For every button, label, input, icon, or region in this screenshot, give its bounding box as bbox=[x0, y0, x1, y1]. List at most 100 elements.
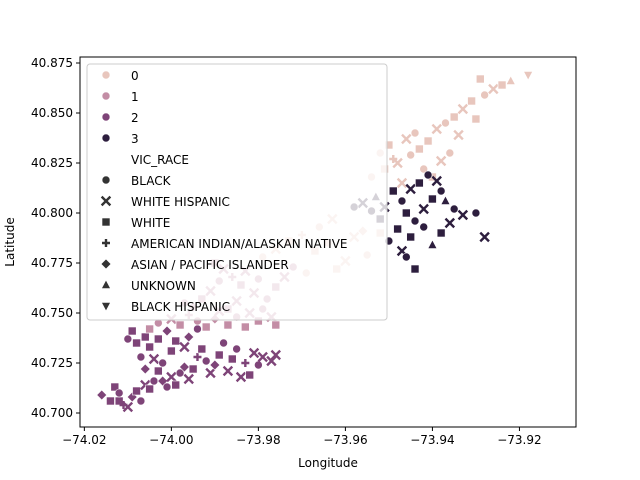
data-point bbox=[480, 90, 489, 100]
y-tick-label: 40.800 bbox=[31, 206, 73, 220]
legend-hue-label: 0 bbox=[131, 69, 139, 83]
data-point bbox=[523, 71, 534, 81]
legend-style-label: WHITE HISPANIC bbox=[131, 195, 230, 209]
legend-style-label: BLACK bbox=[131, 174, 172, 188]
data-point bbox=[127, 326, 137, 336]
data-point bbox=[96, 389, 108, 401]
data-point bbox=[388, 186, 398, 196]
data-point bbox=[161, 325, 173, 337]
data-point bbox=[415, 178, 424, 188]
data-point bbox=[241, 359, 250, 367]
data-point bbox=[479, 231, 490, 243]
data-point bbox=[223, 320, 233, 330]
data-point bbox=[410, 128, 420, 138]
data-point bbox=[162, 382, 172, 392]
legend-hue-marker bbox=[101, 133, 111, 143]
data-point bbox=[227, 354, 237, 364]
y-tick-label: 40.775 bbox=[31, 256, 73, 270]
data-point bbox=[257, 351, 268, 363]
y-axis: 40.700 40.725 40.750 40.775 40.800 40.825 40.8… bbox=[31, 56, 80, 420]
data-point bbox=[201, 356, 211, 366]
data-point bbox=[497, 80, 507, 90]
data-point bbox=[193, 353, 202, 361]
legend-style-label: ASIAN / PACIFIC ISLANDER bbox=[131, 258, 289, 272]
data-point bbox=[445, 148, 455, 158]
data-point bbox=[232, 344, 241, 354]
data-point bbox=[209, 359, 221, 371]
data-point bbox=[441, 118, 450, 128]
data-point bbox=[205, 367, 216, 379]
data-point bbox=[457, 103, 469, 115]
legend-hue-label: 3 bbox=[131, 132, 139, 146]
data-point bbox=[136, 352, 146, 362]
y-tick-label: 40.725 bbox=[31, 356, 73, 370]
legend-style-label: WHITE bbox=[131, 216, 170, 230]
data-point bbox=[245, 370, 254, 380]
legend-hue-marker bbox=[101, 70, 111, 80]
y-tick-label: 40.700 bbox=[31, 406, 73, 420]
data-point bbox=[410, 264, 420, 274]
plot-frame bbox=[79, 56, 577, 428]
data-point bbox=[214, 350, 224, 360]
data-point bbox=[471, 208, 481, 218]
data-point bbox=[427, 239, 438, 249]
data-point bbox=[254, 360, 263, 370]
data-point bbox=[175, 368, 185, 378]
data-point bbox=[145, 342, 154, 352]
data-point bbox=[132, 386, 141, 396]
data-point bbox=[467, 96, 476, 106]
data-point bbox=[435, 155, 447, 167]
y-tick-label: 40.825 bbox=[31, 156, 73, 170]
data-point bbox=[271, 320, 281, 330]
data-point bbox=[406, 232, 415, 242]
data-point bbox=[158, 358, 167, 368]
legend: 0 1 2 3 VIC_RACE BLACK WHITE HISPANIC WHITE AMER… bbox=[86, 63, 388, 321]
data-point bbox=[136, 396, 146, 406]
data-point bbox=[410, 216, 420, 226]
data-point bbox=[241, 322, 250, 332]
data-point bbox=[402, 252, 411, 262]
legend-hue-marker bbox=[101, 91, 111, 101]
data-point bbox=[449, 204, 459, 214]
legend-style-marker bbox=[101, 217, 111, 227]
data-point bbox=[197, 344, 207, 354]
data-point bbox=[436, 186, 446, 196]
data-point bbox=[179, 341, 190, 353]
y-axis-label: Latitude bbox=[3, 217, 17, 266]
x-tick-label: −73.94 bbox=[410, 433, 454, 447]
data-point bbox=[453, 129, 464, 141]
data-point bbox=[149, 376, 159, 386]
data-point bbox=[139, 363, 151, 375]
data-point bbox=[392, 157, 403, 169]
data-point bbox=[145, 384, 154, 394]
data-point bbox=[235, 371, 247, 383]
data-point bbox=[183, 331, 195, 343]
data-point bbox=[475, 74, 485, 84]
data-point bbox=[393, 224, 402, 234]
x-axis-label: Longitude bbox=[298, 456, 358, 470]
data-point bbox=[154, 366, 163, 376]
data-point bbox=[132, 338, 141, 348]
data-point bbox=[167, 346, 176, 356]
y-tick-label: 40.875 bbox=[31, 56, 73, 70]
legend-style-label: AMERICAN INDIAN/ALASKAN NATIVE bbox=[131, 237, 348, 251]
data-point bbox=[114, 388, 124, 398]
x-tick-label: −73.96 bbox=[323, 433, 367, 447]
data-point bbox=[415, 144, 424, 154]
data-point bbox=[401, 133, 412, 145]
data-point bbox=[440, 195, 451, 205]
y-tick-label: 40.750 bbox=[31, 306, 73, 320]
data-point bbox=[423, 136, 433, 146]
data-point bbox=[106, 396, 115, 406]
legend-style-marker bbox=[101, 279, 111, 289]
data-point bbox=[449, 112, 459, 122]
data-point bbox=[270, 349, 281, 361]
data-point bbox=[123, 334, 133, 344]
data-point bbox=[402, 208, 411, 218]
data-point bbox=[166, 371, 177, 383]
data-point bbox=[428, 194, 437, 204]
data-point bbox=[110, 382, 120, 392]
data-point bbox=[444, 217, 456, 229]
data-point bbox=[436, 228, 446, 238]
data-point bbox=[397, 196, 407, 206]
